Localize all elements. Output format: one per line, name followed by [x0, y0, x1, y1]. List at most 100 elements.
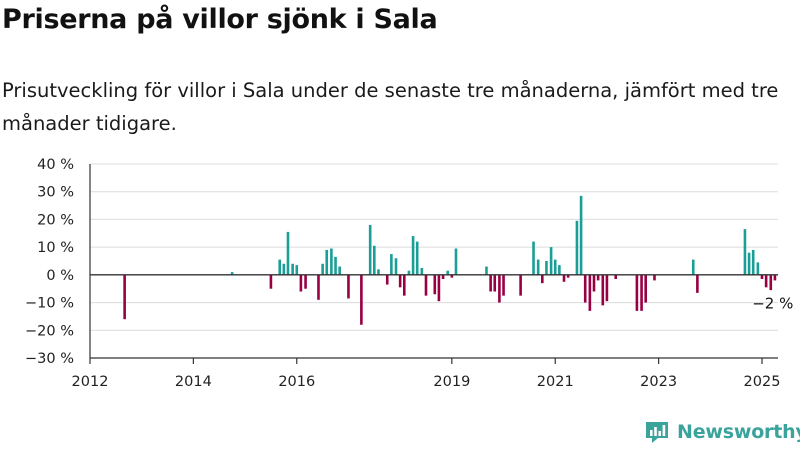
bar	[123, 274, 126, 320]
bar	[769, 274, 773, 291]
bar	[377, 269, 380, 275]
newsworthy-logo: Newsworthy	[644, 419, 800, 445]
bar	[588, 274, 592, 311]
bar	[299, 274, 303, 292]
bar	[747, 252, 751, 275]
y-tick-label: 0 %	[46, 268, 74, 284]
bar	[325, 249, 329, 275]
bar	[489, 274, 492, 292]
chart-title: Priserna på villor sjönk i Sala	[2, 4, 438, 35]
x-tick-label: 2012	[72, 374, 109, 390]
gridlines	[90, 163, 778, 359]
bar	[756, 262, 760, 275]
y-tick-label: 30 %	[37, 185, 74, 201]
bar	[291, 263, 294, 275]
bar	[441, 274, 445, 280]
bar	[614, 274, 618, 280]
bar	[773, 274, 777, 281]
bar	[420, 267, 424, 275]
bar	[398, 274, 402, 288]
bar	[330, 248, 333, 275]
bar	[596, 274, 600, 281]
bar	[601, 274, 605, 306]
newsworthy-logo-icon	[646, 422, 668, 443]
x-tick-label: 2016	[278, 374, 315, 390]
bar	[402, 274, 406, 296]
bar	[437, 274, 441, 302]
bar	[640, 274, 643, 311]
bar	[498, 274, 501, 303]
bar	[433, 274, 437, 295]
bar	[446, 270, 450, 275]
bar	[385, 274, 389, 285]
bar	[691, 259, 695, 275]
bar	[347, 274, 350, 299]
bar	[373, 245, 376, 275]
bar	[415, 241, 419, 275]
bar	[230, 272, 234, 275]
x-tick-label: 2014	[175, 374, 212, 390]
bar	[394, 258, 398, 275]
bar	[278, 259, 282, 275]
y-tick-label: 10 %	[37, 240, 74, 256]
bar	[368, 224, 372, 275]
bar	[562, 274, 566, 282]
bar	[407, 270, 411, 275]
axes	[89, 164, 778, 364]
bar	[532, 241, 535, 275]
x-tick-label: 2019	[433, 374, 470, 390]
bar	[575, 220, 579, 275]
bar	[317, 274, 320, 300]
bar	[760, 274, 764, 280]
bar	[644, 274, 647, 303]
y-tick-label: 20 %	[37, 212, 74, 228]
bar	[583, 274, 587, 303]
bar	[321, 263, 324, 275]
bar	[390, 254, 393, 275]
bar	[450, 274, 454, 278]
bar	[269, 274, 273, 289]
bar	[502, 274, 505, 296]
bar	[282, 263, 286, 275]
y-tick-label: −10 %	[25, 296, 74, 312]
bar	[635, 274, 639, 311]
bars	[123, 195, 777, 325]
bar	[751, 249, 755, 275]
brand-name: Newsworthy	[677, 421, 800, 443]
bar	[764, 274, 768, 288]
bar	[286, 231, 290, 275]
bar	[493, 274, 497, 292]
bar	[304, 274, 307, 289]
y-tick-label: 40 %	[37, 157, 74, 173]
labels: 40 % 30 % 20 % 10 % 0 % −10 % −20 % −30 % 2012 20…	[25, 157, 793, 390]
bar	[338, 266, 341, 275]
bar	[360, 274, 363, 325]
x-tick-label: 2023	[640, 374, 677, 390]
x-tick-label: 2021	[537, 374, 574, 390]
chart-subtitle: Prisutveckling för villor i Sala under d…	[2, 79, 779, 135]
bar	[605, 274, 609, 302]
bar	[696, 274, 699, 293]
y-tick-label: −30 %	[25, 351, 74, 367]
bar	[519, 274, 522, 296]
bar	[536, 259, 540, 275]
y-tick-label: −20 %	[25, 323, 74, 339]
bar	[541, 274, 544, 284]
bar	[549, 247, 553, 275]
bar	[566, 274, 570, 278]
bar	[553, 259, 557, 275]
x-tick-label: 2025	[744, 374, 781, 390]
bar	[545, 261, 548, 275]
bar	[579, 195, 583, 275]
bar	[485, 266, 488, 275]
bar	[295, 265, 299, 275]
bar	[454, 248, 458, 275]
bar	[653, 274, 656, 281]
bar	[592, 274, 596, 292]
latest-value-annotation: −2 %	[752, 294, 793, 312]
bar	[334, 256, 337, 275]
bar	[424, 274, 428, 296]
bar	[743, 229, 747, 275]
bar	[558, 265, 561, 275]
